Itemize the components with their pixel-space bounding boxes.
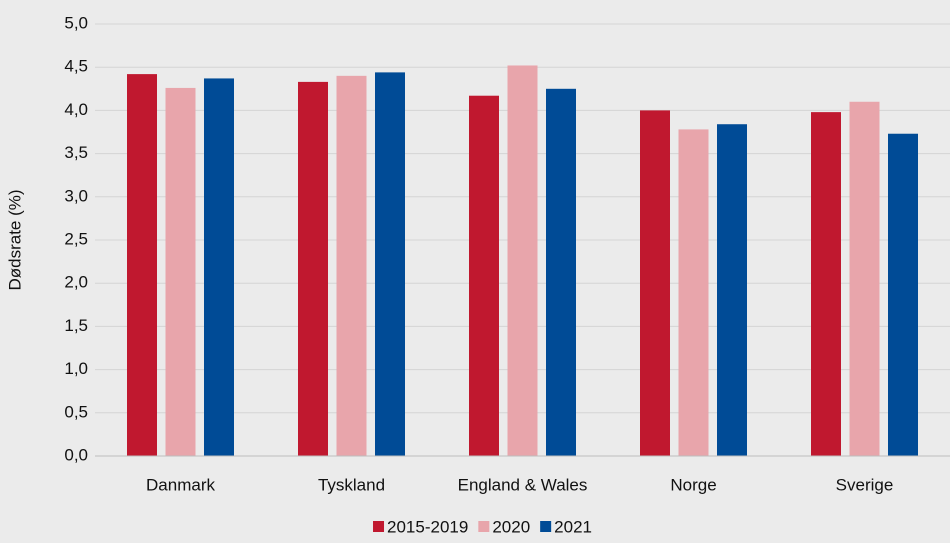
bar	[849, 101, 880, 456]
x-tick-label: Tyskland	[318, 475, 385, 494]
bar	[204, 78, 234, 456]
bar	[546, 88, 576, 457]
legend-swatch	[373, 521, 385, 532]
bar	[507, 65, 538, 457]
x-tick-label: Norge	[670, 475, 716, 494]
bar	[640, 110, 670, 457]
bar	[811, 112, 841, 457]
bar	[888, 133, 918, 456]
y-tick-label: 1,0	[64, 359, 88, 378]
y-tick-label: 2,0	[64, 273, 88, 292]
bar	[678, 129, 709, 456]
y-axis-label: Dødsrate (%)	[5, 189, 24, 290]
bar	[298, 81, 328, 456]
legend-label: 2020	[492, 517, 530, 536]
legend-label: 2021	[554, 517, 592, 536]
y-tick-label: 4,5	[64, 57, 88, 76]
y-tick-label: 3,0	[64, 186, 88, 205]
legend-label: 2015-2019	[387, 517, 468, 536]
x-tick-label: Sverige	[836, 475, 894, 494]
x-tick-label: England & Wales	[458, 475, 588, 494]
bar	[469, 95, 499, 456]
bar	[336, 75, 367, 456]
y-tick-label: 0,0	[64, 445, 88, 464]
y-tick-label: 4,0	[64, 100, 88, 119]
bar	[165, 87, 196, 456]
y-tick-label: 1,5	[64, 316, 88, 335]
bar	[717, 124, 747, 456]
y-tick-label: 5,0	[64, 13, 88, 32]
y-tick-label: 3,5	[64, 143, 88, 162]
y-tick-label: 2,5	[64, 229, 88, 248]
y-tick-label: 0,5	[64, 402, 88, 421]
bar	[375, 72, 405, 456]
legend-swatch	[540, 521, 552, 532]
bar	[127, 74, 157, 456]
legend-swatch	[478, 521, 490, 532]
x-tick-label: Danmark	[146, 475, 215, 494]
